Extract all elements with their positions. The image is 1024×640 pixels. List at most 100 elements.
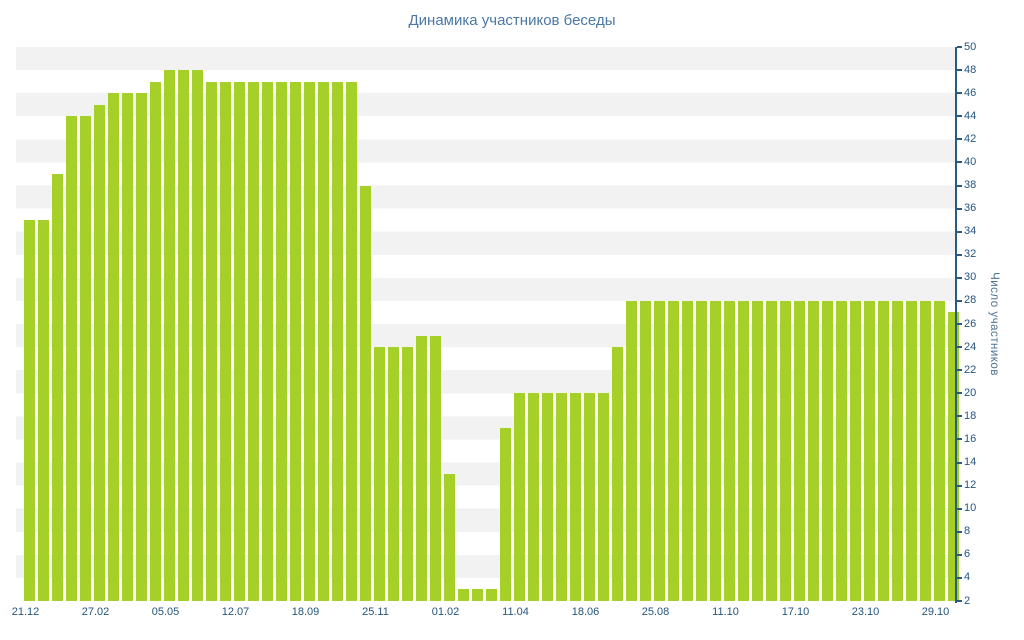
y-tick-label: 42 xyxy=(964,132,977,145)
bar xyxy=(192,70,203,601)
x-tick-label: 18.06 xyxy=(571,606,600,618)
y-axis-tick xyxy=(957,253,962,256)
y-tick-label: 12 xyxy=(964,479,977,492)
x-tick-label: 27.02 xyxy=(81,606,110,618)
bar xyxy=(164,70,175,601)
bar xyxy=(262,81,273,601)
y-tick-label: 16 xyxy=(964,432,977,445)
bar xyxy=(458,589,469,601)
bar xyxy=(94,104,105,601)
bar xyxy=(780,300,791,601)
bar xyxy=(178,70,189,601)
x-tick-label: 12.07 xyxy=(221,606,250,618)
y-axis-tick xyxy=(957,392,962,395)
bar xyxy=(752,300,763,601)
bar xyxy=(444,474,455,601)
y-tick-label: 20 xyxy=(964,386,977,399)
bar xyxy=(360,185,371,601)
bar xyxy=(808,300,819,601)
bar xyxy=(220,81,231,601)
y-axis-tick xyxy=(957,299,962,302)
bar xyxy=(318,81,329,601)
x-tick-label: 18.09 xyxy=(291,606,320,618)
y-axis-tick xyxy=(957,323,962,325)
bar xyxy=(724,300,735,601)
bar xyxy=(80,116,91,601)
bar xyxy=(626,300,637,601)
bar xyxy=(696,300,707,601)
y-tick-label: 28 xyxy=(964,294,977,307)
plot-area xyxy=(16,47,959,601)
y-tick-label: 10 xyxy=(964,502,977,515)
y-axis-tick xyxy=(957,346,962,349)
bar xyxy=(668,300,679,601)
bar xyxy=(402,347,413,601)
y-axis-tick xyxy=(957,507,962,510)
y-tick-label: 44 xyxy=(964,109,977,122)
x-tick-label: 29.10 xyxy=(921,606,950,618)
y-axis-tick xyxy=(957,46,962,48)
bar xyxy=(934,300,945,601)
y-axis-tick xyxy=(957,230,962,233)
y-tick-label: 38 xyxy=(964,179,977,191)
x-tick-label: 11.10 xyxy=(712,606,739,618)
bar xyxy=(850,300,861,601)
y-tick-label: 14 xyxy=(964,456,977,468)
y-axis-tick xyxy=(957,369,962,372)
bar xyxy=(584,393,595,601)
x-tick-label: 25.11 xyxy=(362,606,389,618)
y-tick-label: 48 xyxy=(964,63,977,76)
y-tick-label: 4 xyxy=(964,571,971,584)
bar xyxy=(836,300,847,601)
bar xyxy=(612,347,623,601)
bar xyxy=(430,335,441,601)
y-axis-title: Число участников xyxy=(988,272,1000,376)
y-tick-label: 34 xyxy=(964,225,977,238)
y-axis-tick xyxy=(957,600,962,602)
bar xyxy=(24,220,35,601)
bar xyxy=(906,300,917,601)
bar xyxy=(248,81,259,601)
y-axis-tick xyxy=(957,138,962,141)
bar xyxy=(388,347,399,601)
bar xyxy=(38,220,49,601)
y-tick-label: 40 xyxy=(964,155,977,168)
bar xyxy=(528,393,539,601)
bar xyxy=(514,393,525,601)
y-axis-tick xyxy=(957,92,962,95)
bar xyxy=(472,589,483,601)
bar xyxy=(640,300,651,601)
y-axis-tick xyxy=(957,161,962,164)
bar xyxy=(346,81,357,601)
bar xyxy=(822,300,833,601)
bar xyxy=(500,427,511,601)
y-tick-label: 22 xyxy=(964,363,977,376)
bar xyxy=(52,173,63,601)
bar xyxy=(542,393,553,601)
bar xyxy=(234,81,245,601)
chart-title: Динамика участников беседы xyxy=(408,12,616,29)
bar xyxy=(878,300,889,601)
bar xyxy=(206,81,217,601)
y-axis-tick xyxy=(957,576,962,579)
bar xyxy=(332,81,343,601)
bar xyxy=(276,81,287,601)
y-axis-tick xyxy=(957,69,962,72)
bar xyxy=(290,81,301,601)
y-axis-tick xyxy=(957,553,962,556)
y-axis-tick xyxy=(957,438,962,441)
x-tick-label: 21.12 xyxy=(11,606,40,618)
y-tick-label: 24 xyxy=(964,340,977,353)
x-tick-label: 17.10 xyxy=(781,606,810,618)
bar xyxy=(304,81,315,601)
bar xyxy=(598,393,609,601)
bar xyxy=(654,300,665,601)
x-tick-label: 25.08 xyxy=(641,606,670,618)
bar xyxy=(864,300,875,601)
y-axis-tick xyxy=(957,207,962,210)
bars xyxy=(20,47,959,601)
x-tick-label: 11.04 xyxy=(502,606,529,618)
bar xyxy=(738,300,749,601)
bar xyxy=(486,589,497,601)
bar xyxy=(66,116,77,601)
